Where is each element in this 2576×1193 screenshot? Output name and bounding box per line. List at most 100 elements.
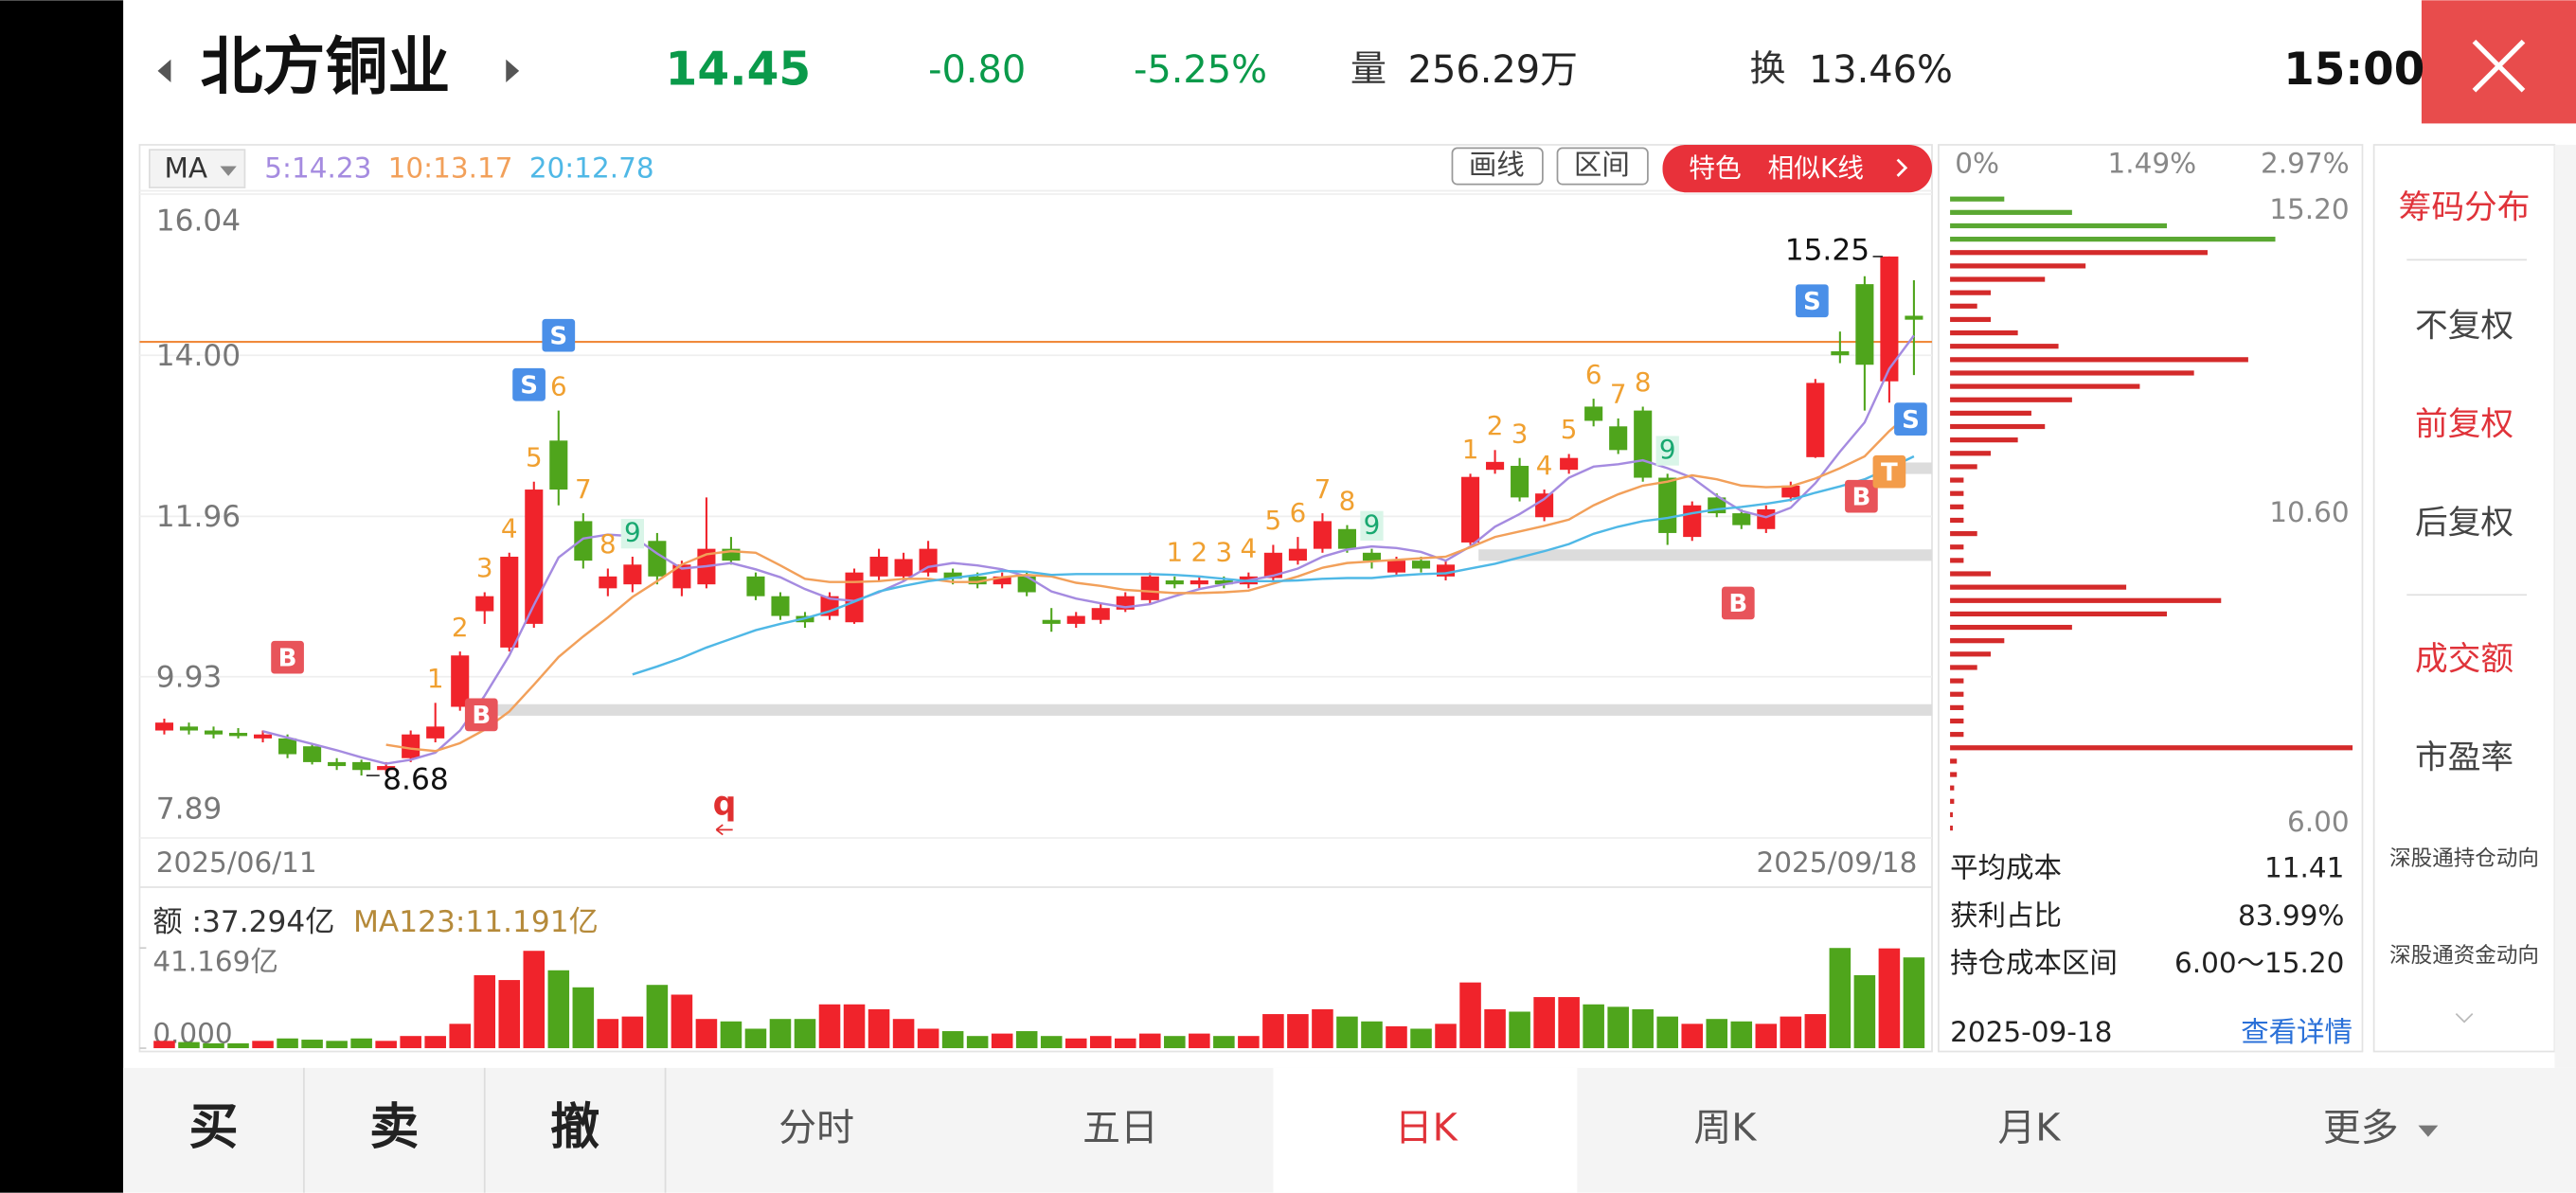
zone: [492, 703, 1932, 716]
chip-bar: [1950, 504, 1964, 509]
period-tab[interactable]: 五日: [1082, 1106, 1158, 1149]
candle-body: [1486, 461, 1505, 471]
candle-body: [352, 761, 371, 771]
volume-bar: [1706, 1019, 1728, 1049]
candle-body: [1411, 561, 1431, 569]
chips-frame: [1938, 144, 2364, 1053]
chip-bar: [1950, 464, 1977, 470]
chip-bar: [1950, 303, 1977, 309]
close-icon: [2472, 39, 2526, 93]
chip-bar: [1950, 263, 2086, 269]
volume-bar: [1632, 1008, 1654, 1049]
chip-bar: [1950, 316, 1992, 323]
volume-bar: [597, 1019, 619, 1049]
count-label: 5: [526, 441, 543, 472]
candle-body: [943, 572, 962, 579]
dropdown-icon: [2418, 1125, 2439, 1137]
trade-button[interactable]: 撤: [550, 1099, 599, 1156]
volume-bar: [1336, 1016, 1358, 1049]
candle-body: [746, 576, 765, 596]
menu-item[interactable]: 不复权: [2415, 308, 2513, 346]
count-label: 6: [1585, 359, 1602, 390]
volume-bar: [277, 1038, 298, 1049]
ma-label: 5:14.23: [264, 151, 371, 184]
ma-label: 20:12.78: [529, 151, 654, 184]
y-tick-label: 16.04: [156, 204, 241, 238]
feature-tag: 特色: [1689, 152, 1742, 184]
trade-button[interactable]: 买: [188, 1099, 238, 1156]
volume-bar: [1040, 1036, 1063, 1049]
tool-button[interactable]: [1556, 147, 1649, 186]
count-label: 9: [1364, 508, 1381, 540]
menu-item[interactable]: 后复权: [2415, 505, 2513, 543]
candle-body: [1337, 528, 1356, 549]
volume-bar: [1213, 1036, 1235, 1049]
count-label: 9: [624, 517, 641, 548]
volume-bar: [769, 1019, 792, 1049]
chip-bar: [1950, 825, 1953, 831]
period-tab[interactable]: 日K: [1395, 1106, 1458, 1149]
candle-body: [1214, 580, 1233, 585]
chip-bar: [1950, 370, 2194, 376]
menu-item[interactable]: 深股通持仓动向: [2389, 846, 2539, 871]
count-label: 3: [1512, 418, 1529, 449]
prev-arrow[interactable]: [157, 59, 171, 83]
chip-bar: [1950, 344, 2059, 349]
candle-body: [1732, 513, 1751, 525]
menu-item[interactable]: 市盈率: [2415, 739, 2513, 777]
volume-bar: [1386, 1025, 1407, 1049]
feature-button[interactable]: [1662, 144, 1932, 193]
dropdown-icon: [220, 166, 237, 176]
chip-bar: [1950, 237, 2276, 242]
volume-bar: [646, 985, 669, 1049]
candle-body: [1905, 315, 1923, 320]
tool-label[interactable]: 画线: [1469, 149, 1525, 181]
count-label: 4: [501, 513, 518, 544]
volume-bar: [1583, 1004, 1604, 1049]
trade-button[interactable]: 卖: [369, 1099, 419, 1156]
count-badge: [1360, 510, 1384, 541]
detail-link[interactable]: 查看详情: [2241, 1016, 2352, 1048]
close-button[interactable]: [2421, 0, 2576, 124]
price: 14.45: [666, 44, 812, 97]
signal-badge: [1894, 402, 1927, 436]
x-tick-label: 1.49%: [2107, 147, 2196, 179]
volume-bar: [744, 1028, 767, 1049]
volume-bar: [1533, 997, 1555, 1049]
note: q: [713, 785, 737, 823]
volume-bar: [941, 1031, 964, 1049]
count-label: 4: [1536, 450, 1553, 481]
volume-bar: [1509, 1011, 1530, 1049]
candle-body: [1806, 383, 1825, 457]
volume-bar: [449, 1024, 471, 1049]
volume-bar: [523, 951, 546, 1049]
menu-item[interactable]: 前复权: [2415, 406, 2513, 444]
menu-item[interactable]: 深股通资金动向: [2389, 943, 2539, 968]
candle-body: [1362, 552, 1382, 561]
chip-bar: [1950, 276, 2046, 282]
volume-bar: [350, 1038, 372, 1049]
period-tab[interactable]: 周K: [1693, 1106, 1757, 1149]
count-label: 5: [1561, 414, 1578, 445]
period-tab[interactable]: 月K: [1997, 1106, 2061, 1149]
candle-body: [820, 596, 839, 616]
signal-label: B: [1728, 590, 1747, 618]
chip-bar: [1950, 772, 1958, 777]
volume-bar: [1435, 1024, 1457, 1049]
y-tick-label: 10.60: [2269, 496, 2349, 528]
y-tick-label: 15.20: [2269, 193, 2349, 225]
volume-bar: [1459, 982, 1481, 1049]
chip-bar: [1950, 651, 1992, 657]
chip-bar: [1950, 811, 1953, 818]
next-arrow[interactable]: [506, 59, 520, 83]
menu-item[interactable]: 筹码分布: [2399, 189, 2531, 227]
y-tick-label: 14.00: [156, 339, 241, 373]
signal-badge: [271, 640, 304, 674]
period-tab[interactable]: 更多: [2323, 1106, 2399, 1149]
tool-button[interactable]: [1451, 147, 1544, 186]
tool-label[interactable]: 区间: [1574, 149, 1630, 181]
menu-item[interactable]: 成交额: [2415, 641, 2513, 679]
y-tick-label: 7.89: [156, 792, 223, 827]
period-tab[interactable]: 分时: [778, 1106, 854, 1149]
chart-frame: [138, 144, 1933, 1053]
